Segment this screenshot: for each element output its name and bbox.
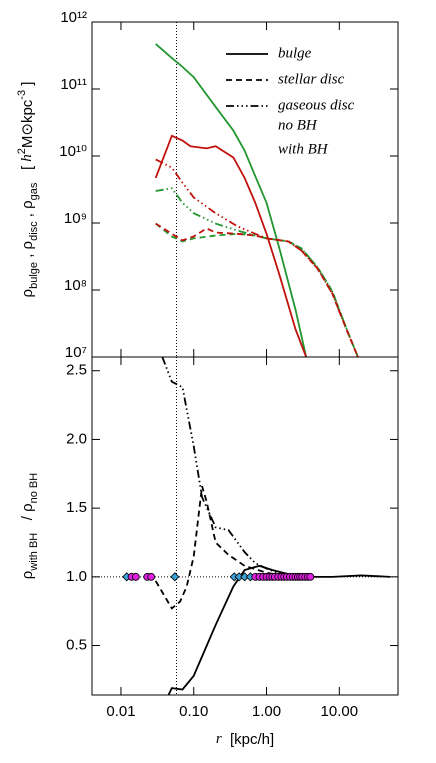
series-line — [155, 158, 359, 357]
x-tick-label: 0.10 — [179, 703, 208, 720]
marker — [306, 572, 315, 581]
label-part: bulge — [28, 262, 40, 289]
series-line — [155, 187, 359, 357]
x-tick-label: 0.01 — [106, 703, 135, 720]
series-line — [155, 43, 308, 357]
series-line — [167, 564, 391, 695]
y-tick-label: 1.0 — [66, 568, 87, 585]
x-tick-label: 1.00 — [252, 703, 281, 720]
frame — [91, 21, 399, 358]
series-line — [154, 485, 289, 610]
label-part: ] — [19, 82, 36, 90]
series-line — [155, 222, 359, 357]
y-tick-label: 10¹² — [60, 9, 87, 26]
marker — [147, 572, 156, 581]
y-tick-label: 10¹⁰ — [59, 143, 87, 160]
legend-label: no BH — [278, 117, 318, 133]
x-axis-label: r [kpc/h] — [216, 731, 274, 748]
legend-label: gaseous disc — [278, 97, 355, 113]
plot-area — [92, 357, 398, 695]
plot-area — [154, 22, 359, 357]
y-tick-label: 1.5 — [66, 499, 87, 516]
y-axis-label: ρbulge , ρdisc , ρgas [ h2M⊙kpc-3 ] — [16, 82, 40, 298]
y-tick-label: 10⁸ — [64, 277, 87, 294]
label-part: with BH — [28, 533, 40, 572]
y-axis-label: ρwith BH / ρno BH — [19, 473, 40, 579]
label-part: disc — [28, 221, 40, 241]
label-part: ρ — [19, 289, 36, 298]
y-tick-label: 2.5 — [66, 362, 87, 379]
label-part: ρ — [19, 571, 36, 580]
label-part: [ — [19, 162, 36, 183]
label-part: , ρ — [19, 241, 36, 262]
frame — [91, 356, 399, 696]
marker — [170, 572, 180, 582]
y-tick-label: 10⁹ — [64, 210, 87, 227]
label-part: gas — [28, 182, 40, 200]
y-tick-label: 0.5 — [66, 637, 87, 654]
series-line — [161, 357, 289, 578]
series-line — [154, 134, 307, 357]
legend-label: bulge — [278, 45, 312, 61]
series-line — [155, 222, 359, 357]
legend-label: stellar disc — [278, 71, 345, 87]
label-part: [kpc/h] — [222, 731, 275, 748]
label-part: M⊙kpc — [19, 99, 36, 148]
x-tick-label: 10.00 — [321, 703, 359, 720]
label-part: no BH — [28, 473, 40, 504]
y-tick-label: 10¹¹ — [60, 76, 87, 93]
label-part: / ρ — [19, 503, 36, 532]
y-tick-label: 10⁷ — [65, 344, 87, 361]
label-part: , ρ — [19, 200, 36, 221]
label-part: -3 — [16, 90, 28, 100]
marker — [131, 572, 140, 581]
legend-label: with BH — [278, 141, 329, 157]
label-part: r — [216, 731, 222, 747]
label-part: h — [19, 154, 35, 162]
label-part: 2 — [16, 148, 28, 154]
y-tick-label: 2.0 — [66, 430, 87, 447]
